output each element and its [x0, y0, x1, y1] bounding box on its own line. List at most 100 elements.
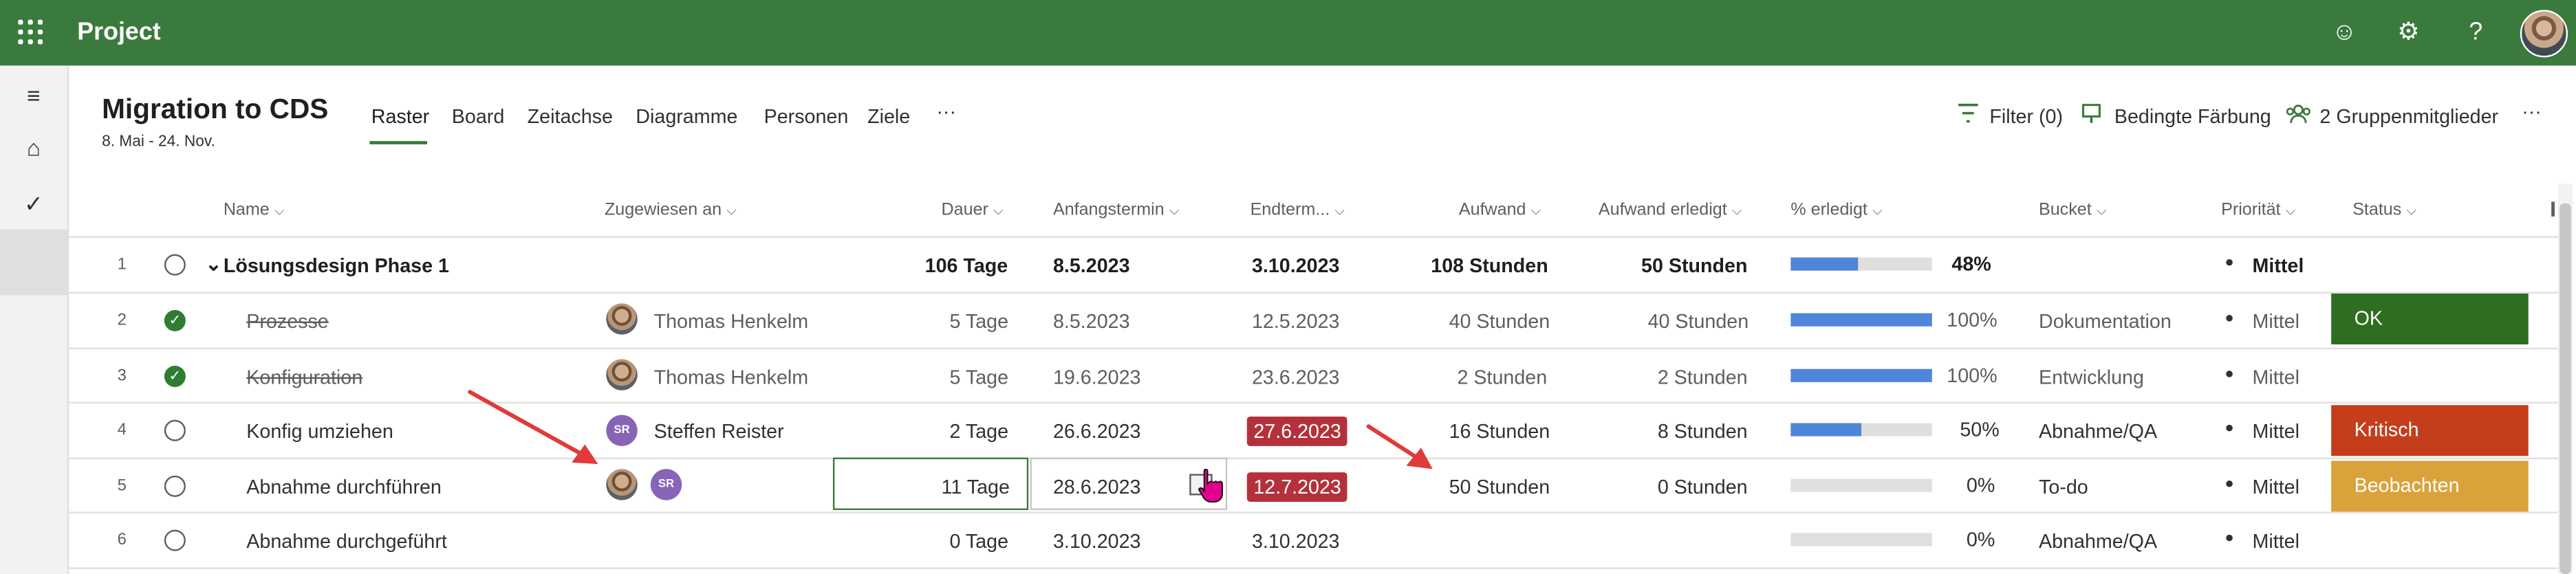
task-name[interactable]: Konfig umziehen: [246, 419, 393, 443]
duration[interactable]: 11 Tage: [941, 475, 1010, 499]
column-header-status[interactable]: Status ⌵: [2352, 200, 2416, 220]
duration[interactable]: 0 Tage: [949, 529, 1009, 553]
bucket[interactable]: To-do: [2039, 475, 2088, 499]
duration[interactable]: 5 Tage: [949, 309, 1009, 333]
assignee-name[interactable]: Thomas Henkelma: [653, 366, 809, 389]
start-date[interactable]: 19.6.2023: [1052, 366, 1141, 389]
hamburger-icon[interactable]: ≡: [27, 82, 41, 109]
waffle-icon[interactable]: [18, 19, 44, 46]
effort-done[interactable]: 50 Stunden: [1641, 254, 1748, 278]
completed-check-icon[interactable]: ✓: [164, 309, 186, 331]
completion-circle[interactable]: [164, 254, 186, 276]
completion-circle[interactable]: [164, 475, 186, 497]
duration[interactable]: 2 Tage: [949, 419, 1009, 443]
expand-chevron-icon[interactable]: ⌄: [205, 252, 222, 276]
status-badge[interactable]: OK: [2331, 294, 2529, 344]
task-name[interactable]: Lösungsdesign Phase 1: [223, 254, 449, 278]
effort[interactable]: 40 Stunden: [1449, 309, 1550, 333]
end-date[interactable]: 12.5.2023: [1251, 309, 1340, 333]
more-options-button[interactable]: ···: [2522, 100, 2542, 123]
column-header-assigned[interactable]: Zugewiesen an ⌵: [605, 200, 737, 220]
end-date-overdue[interactable]: 12.7.2023: [1246, 472, 1348, 503]
effort-done[interactable]: 0 Stunden: [1657, 475, 1748, 499]
task-name[interactable]: Abnahme durchgeführt: [246, 529, 447, 553]
column-header-end[interactable]: Endterm... ⌵: [1251, 200, 1345, 220]
tab-diagramme[interactable]: Diagramme: [636, 104, 738, 129]
task-name[interactable]: Prozesse: [246, 309, 329, 333]
assignee-name[interactable]: Thomas Henkelma: [653, 309, 809, 333]
start-date[interactable]: 8.5.2023: [1052, 254, 1130, 278]
percent-complete[interactable]: 100%: [1947, 364, 1998, 388]
column-header-priority[interactable]: Priorität ⌵: [2221, 200, 2295, 220]
help-icon[interactable]: ?: [2469, 18, 2483, 46]
effort[interactable]: 2 Stunden: [1457, 366, 1548, 389]
percent-complete[interactable]: 0%: [1966, 474, 1995, 497]
priority[interactable]: Mittel: [2252, 419, 2299, 443]
filter-button[interactable]: Filter (0): [1989, 104, 2064, 129]
duration[interactable]: 5 Tage: [949, 366, 1009, 389]
start-date-cell-hover[interactable]: [1030, 457, 1228, 510]
bucket[interactable]: Dokumentation: [2039, 309, 2172, 333]
smiley-icon[interactable]: ☺: [2331, 18, 2357, 46]
task-name[interactable]: Abnahme durchführen: [246, 475, 442, 499]
tab-zeitachse[interactable]: Zeitachse: [527, 104, 613, 129]
bucket[interactable]: Abnahme/QA: [2039, 529, 2158, 553]
column-header-effort-done[interactable]: Aufwand erledigt ⌵: [1599, 200, 1742, 220]
percent-complete[interactable]: 0%: [1966, 528, 1995, 551]
home-icon[interactable]: ⌂: [26, 134, 41, 161]
priority[interactable]: Mittel: [2252, 475, 2299, 499]
duration[interactable]: 106 Tage: [924, 254, 1008, 278]
conditional-formatting-button[interactable]: Bedingte Färbung: [2114, 104, 2271, 129]
column-header-percent[interactable]: % erledigt ⌵: [1790, 200, 1882, 220]
user-avatar[interactable]: [2520, 10, 2568, 58]
percent-complete[interactable]: 50%: [1960, 418, 2000, 441]
end-date-overdue[interactable]: 27.6.2023: [1246, 416, 1348, 446]
bucket[interactable]: Entwicklung: [2039, 366, 2144, 389]
assignee-name[interactable]: Steffen Reister: [653, 419, 784, 443]
start-date[interactable]: 26.6.2023: [1052, 419, 1141, 443]
percent-complete[interactable]: 48%: [1951, 252, 1991, 276]
start-date[interactable]: 3.10.2023: [1052, 529, 1141, 553]
column-header-duration[interactable]: Dauer ⌵: [942, 200, 1004, 220]
end-date[interactable]: 23.6.2023: [1251, 366, 1340, 389]
tab-raster[interactable]: Raster: [371, 104, 430, 129]
completion-circle[interactable]: [164, 419, 186, 441]
end-date[interactable]: 3.10.2023: [1251, 529, 1340, 553]
completed-check-icon[interactable]: ✓: [164, 366, 186, 388]
completion-circle[interactable]: [164, 529, 186, 551]
checkmark-icon[interactable]: ✓: [23, 190, 43, 217]
priority[interactable]: Mittel: [2252, 366, 2299, 389]
tab-board[interactable]: Board: [451, 104, 505, 129]
effort[interactable]: 16 Stunden: [1449, 419, 1550, 443]
column-header-effort[interactable]: Aufwand ⌵: [1459, 200, 1541, 220]
status-badge[interactable]: Kritisch: [2331, 405, 2529, 456]
priority[interactable]: Mittel: [2252, 529, 2299, 553]
tabs-more-button[interactable]: ···: [936, 100, 957, 123]
column-header-name[interactable]: Name ⌵: [224, 200, 285, 220]
cursor-hand-icon: [1198, 468, 1223, 503]
tab-personen[interactable]: Personen: [764, 104, 849, 129]
gear-icon[interactable]: ⚙: [2397, 18, 2420, 46]
effort-done[interactable]: 40 Stunden: [1647, 309, 1749, 333]
priority[interactable]: Mittel: [2252, 254, 2304, 278]
scrollbar-thumb[interactable]: [2559, 203, 2571, 574]
priority[interactable]: Mittel: [2252, 309, 2299, 333]
end-date[interactable]: 3.10.2023: [1251, 254, 1340, 278]
duration-cell-editing[interactable]: [832, 457, 1029, 510]
vertical-scrollbar[interactable]: [2557, 184, 2573, 574]
effort[interactable]: 50 Stunden: [1449, 475, 1550, 499]
status-badge[interactable]: Beobachten: [2331, 461, 2529, 512]
effort-done[interactable]: 8 Stunden: [1657, 419, 1748, 443]
group-members-button[interactable]: 2 Gruppenmitglieder: [2319, 104, 2499, 129]
task-name[interactable]: Konfiguration: [246, 366, 363, 389]
column-header-start[interactable]: Anfangstermin ⌵: [1053, 200, 1179, 220]
effort[interactable]: 108 Stunden: [1431, 254, 1548, 278]
start-date[interactable]: 28.6.2023: [1052, 475, 1141, 499]
percent-complete[interactable]: 100%: [1947, 308, 1998, 331]
effort-done[interactable]: 2 Stunden: [1657, 366, 1748, 389]
chevron-down-icon: ⌵: [274, 203, 285, 219]
tab-ziele[interactable]: Ziele: [867, 104, 911, 129]
start-date[interactable]: 8.5.2023: [1052, 309, 1130, 333]
bucket[interactable]: Abnahme/QA: [2039, 419, 2158, 443]
column-header-bucket[interactable]: Bucket ⌵: [2039, 200, 2106, 220]
